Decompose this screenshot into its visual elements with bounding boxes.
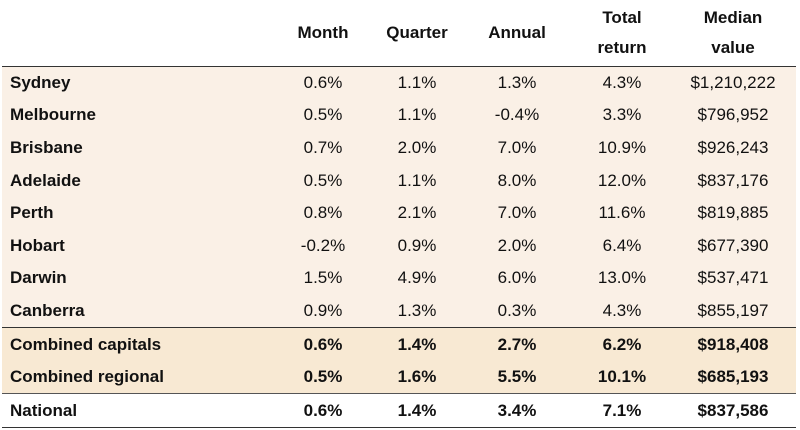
table-row: Perth 0.8% 2.1% 7.0% 11.6% $819,885 [2, 196, 796, 230]
header-median-value-line1: Median [703, 7, 763, 27]
cell-quarter: 1.6% [397, 367, 437, 387]
header-total-return: Total return [574, 0, 670, 66]
table-row: Canberra 0.9% 1.3% 0.3% 4.3% $855,197 [2, 294, 796, 328]
cell-month: 0.5% [303, 105, 343, 125]
cell-month: 0.9% [303, 300, 343, 320]
city-name: Sydney [2, 65, 272, 100]
header-blank-cell [2, 0, 272, 66]
cell-total-return: 4.3% [602, 300, 642, 320]
cell-median-value: $537,471 [697, 268, 769, 288]
city-name: Hobart [10, 235, 65, 255]
cell-month: 0.6% [272, 393, 374, 429]
header-month: Month [297, 22, 349, 42]
city-name: Brisbane [10, 137, 83, 157]
cell-annual: 8.0% [497, 170, 537, 190]
national-section: National 0.6% 1.4% 3.4% 7.1% $837,586 [2, 393, 796, 429]
city-name: Perth [10, 203, 54, 223]
city-name: Melbourne [10, 105, 96, 125]
cell-total-return: 11.6% [598, 203, 646, 223]
cell-month: 0.6% [272, 327, 374, 361]
cell-annual: 1.3% [460, 65, 574, 100]
cell-total-return: 4.3% [574, 65, 670, 100]
cell-annual: 0.3% [497, 300, 537, 320]
city-name: National [2, 393, 272, 429]
header-quarter: Quarter [386, 22, 448, 42]
cell-annual: 3.4% [460, 393, 574, 429]
cell-median-value: $837,586 [670, 393, 796, 429]
cell-quarter: 1.3% [397, 300, 437, 320]
cell-total-return: 13.0% [597, 268, 647, 288]
cell-month: 0.6% [272, 65, 374, 100]
header-total-return-line1: Total [602, 7, 642, 27]
cell-median-value: $685,193 [697, 367, 769, 387]
table-row: Darwin 1.5% 4.9% 6.0% 13.0% $537,471 [2, 262, 796, 295]
cell-total-return: 10.9% [597, 137, 647, 157]
cell-annual: 7.0% [497, 203, 537, 223]
cell-month: 0.5% [303, 170, 343, 190]
cell-quarter: 0.9% [397, 235, 437, 255]
cell-month: 0.7% [303, 137, 343, 157]
header-median-value-line2: value [711, 37, 755, 57]
header-annual: Annual [488, 22, 546, 42]
cell-median-value: $918,408 [670, 327, 796, 361]
header-median-value: Median value [670, 0, 796, 66]
cell-median-value: $796,952 [697, 105, 769, 125]
city-name: Adelaide [10, 170, 81, 190]
cell-quarter: 2.1% [397, 203, 437, 223]
cell-month: 1.5% [303, 268, 343, 288]
cell-quarter: 1.4% [374, 393, 460, 429]
cell-annual: 5.5% [497, 367, 537, 387]
cell-annual: 2.0% [497, 235, 537, 255]
city-name: Canberra [10, 300, 85, 320]
table-row: Brisbane 0.7% 2.0% 7.0% 10.9% $926,243 [2, 131, 796, 165]
table-row: Combined regional 0.5% 1.6% 5.5% 10.1% $685,1… [2, 360, 796, 394]
table-row: Melbourne 0.5% 1.1% -0.4% 3.3% $796,952 [2, 99, 796, 132]
cell-median-value: $837,176 [697, 170, 769, 190]
cell-median-value: $1,210,222 [670, 65, 796, 100]
cell-median-value: $819,885 [697, 203, 769, 223]
cell-annual: 7.0% [497, 137, 537, 157]
table-row: Hobart -0.2% 0.9% 2.0% 6.4% $677,390 [2, 229, 796, 263]
cell-total-return: 6.2% [574, 327, 670, 361]
cities-section: Sydney 0.6% 1.1% 1.3% 4.3% $1,210,222 Melbourn… [2, 65, 796, 328]
city-name: Combined regional [10, 367, 164, 387]
cell-total-return: 7.1% [574, 393, 670, 429]
table-row: Combined capitals 0.6% 1.4% 2.7% 6.2% $918,40… [2, 327, 796, 361]
header-total-return-line2: return [597, 37, 647, 57]
cell-quarter: 4.9% [397, 268, 437, 288]
header-row: Month Quarter Annual Total return Median… [2, 0, 796, 66]
cell-median-value: $926,243 [697, 137, 769, 157]
cell-annual: 6.0% [497, 268, 537, 288]
cell-median-value: $855,197 [697, 300, 769, 320]
table-row: Sydney 0.6% 1.1% 1.3% 4.3% $1,210,222 [2, 65, 796, 100]
cell-total-return: 3.3% [602, 105, 642, 125]
cell-total-return: 10.1% [597, 367, 647, 387]
cell-quarter: 1.4% [374, 327, 460, 361]
cell-median-value: $677,390 [697, 235, 769, 255]
cell-annual: 2.7% [460, 327, 574, 361]
table-row: National 0.6% 1.4% 3.4% 7.1% $837,586 [2, 393, 796, 429]
cell-annual: -0.4% [494, 105, 540, 125]
cell-quarter: 1.1% [397, 105, 437, 125]
cell-total-return: 12.0% [597, 170, 647, 190]
cell-month: 0.5% [303, 367, 343, 387]
cell-quarter: 1.1% [374, 65, 460, 100]
cell-total-return: 6.4% [602, 235, 642, 255]
cell-quarter: 1.1% [397, 170, 437, 190]
cell-quarter: 2.0% [397, 137, 437, 157]
cell-month: 0.8% [303, 203, 343, 223]
city-name: Darwin [10, 268, 67, 288]
aggregates-section: Combined capitals 0.6% 1.4% 2.7% 6.2% $918,40… [2, 327, 796, 394]
city-name: Combined capitals [2, 327, 272, 361]
table-header: Month Quarter Annual Total return Median… [2, 0, 796, 66]
cell-month: -0.2% [300, 235, 346, 255]
table-row: Adelaide 0.5% 1.1% 8.0% 12.0% $837,176 [2, 164, 796, 197]
